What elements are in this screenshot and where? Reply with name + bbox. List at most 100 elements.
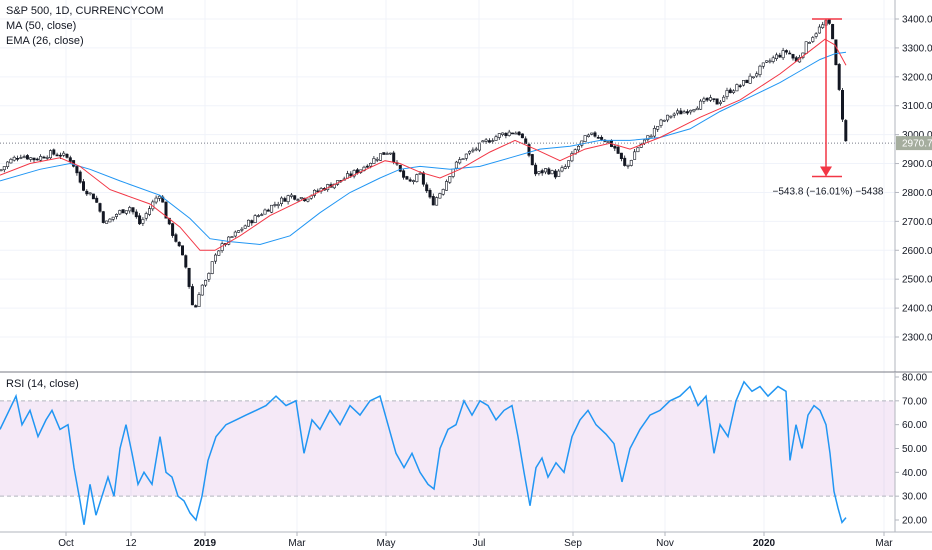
price-axis[interactable]: 3400.0 3300.0 3200.0 3100.0 3000.0 2900.0 2800… — [894, 0, 932, 372]
candle-body — [613, 145, 617, 149]
candle-body — [652, 128, 656, 137]
candle-body — [190, 286, 194, 306]
candle-body — [600, 136, 604, 140]
price-tick-label: 2900.0 — [902, 159, 932, 170]
rsi-tick-label: 40.00 — [902, 468, 927, 479]
symbol-title[interactable]: S&P 500, 1D, CURRENCYCOM — [6, 5, 164, 17]
candle-body — [606, 141, 610, 143]
price-pane[interactable]: −543.8 (−16.01%) −5438 — [0, 0, 895, 532]
candle-body — [718, 101, 722, 104]
candle-body — [497, 133, 501, 138]
candle-body — [732, 90, 736, 93]
candle-body — [586, 134, 590, 137]
time-tick-label: 2020 — [753, 538, 776, 549]
candle-body — [844, 120, 848, 142]
measure-arrowhead — [820, 166, 832, 177]
candle-body — [247, 219, 251, 227]
candle-body — [210, 261, 214, 274]
candle-body — [557, 170, 561, 177]
candle-body — [217, 250, 221, 256]
candle-body — [167, 217, 171, 225]
candle-body — [6, 161, 10, 167]
candle-body — [157, 195, 161, 199]
candle-body — [365, 165, 369, 168]
candle-body — [804, 41, 808, 54]
candle-body — [774, 54, 778, 59]
candle-body — [689, 109, 693, 113]
rsi-pane[interactable] — [0, 380, 895, 525]
candle-body — [567, 160, 571, 167]
candle-body — [45, 157, 49, 159]
measure-tool[interactable]: −543.8 (−16.01%) −5438 — [773, 18, 884, 198]
candle-body — [355, 169, 359, 174]
candle-body — [543, 168, 547, 173]
price-tick-label: 2500.0 — [902, 275, 932, 286]
candle-body — [138, 215, 142, 225]
candle-body — [101, 211, 105, 223]
time-tick-label: May — [377, 538, 396, 549]
candle-body — [29, 157, 33, 160]
price-grid — [0, 0, 895, 532]
candle-body — [517, 131, 521, 136]
ma-legend[interactable]: MA (50, close) — [6, 20, 77, 32]
candle-body — [227, 236, 231, 245]
candle-body — [547, 168, 551, 175]
candle-body — [477, 142, 481, 151]
candle-body — [352, 170, 356, 177]
candle-body — [411, 180, 415, 182]
candle-body — [124, 210, 128, 214]
candle-body — [619, 152, 623, 159]
candle-body — [428, 189, 432, 198]
candle-body — [791, 54, 795, 59]
candle-body — [286, 195, 290, 203]
candle-body — [402, 170, 406, 178]
candle-body — [375, 158, 379, 161]
candle-body — [388, 152, 392, 155]
candle-body — [514, 132, 518, 135]
rsi-title[interactable]: RSI (14, close) — [6, 378, 79, 390]
rsi-axis[interactable]: 80.00 70.00 60.00 50.00 40.00 30.00 20.00 — [894, 372, 927, 532]
candle-body — [761, 62, 765, 67]
candle-body — [293, 195, 297, 200]
candle-body — [748, 75, 752, 84]
ema-legend[interactable]: EMA (26, close) — [6, 35, 84, 47]
candle-body — [75, 166, 79, 174]
candle-body — [741, 80, 745, 86]
candle-body — [39, 156, 43, 161]
candle-body — [405, 176, 409, 180]
candle-body — [306, 198, 310, 202]
candle-body — [164, 201, 168, 219]
candle-body — [392, 152, 396, 163]
candle-body — [530, 154, 534, 166]
candle-body — [616, 146, 620, 154]
candle-body — [15, 158, 19, 160]
time-tick-label: 2019 — [194, 538, 217, 549]
candle-body — [299, 197, 303, 199]
candle-body — [260, 214, 264, 216]
candle-body — [121, 209, 125, 214]
candle-body — [501, 132, 505, 135]
candle-body — [629, 160, 633, 166]
candle-body — [560, 167, 564, 172]
candle-body — [118, 210, 122, 215]
time-tick-label: Oct — [58, 538, 74, 549]
candle-body — [230, 236, 234, 238]
candle-body — [200, 284, 204, 296]
price-tick-label: 3200.0 — [902, 72, 932, 83]
candle-body — [765, 60, 769, 63]
price-tick-labels: 3400.0 3300.0 3200.0 3100.0 3000.0 2900.0 2800… — [895, 15, 932, 344]
candle-body — [814, 33, 818, 37]
candle-body — [250, 220, 254, 224]
candle-body — [751, 76, 755, 79]
candle-body — [131, 207, 135, 213]
price-tick-label: 2700.0 — [902, 217, 932, 228]
candle-body — [312, 189, 316, 196]
candle-body — [662, 119, 666, 122]
candle-body — [692, 109, 696, 112]
time-axis[interactable]: Oct 12 2019 Mar May Jul Sep Nov 2020 Mar — [0, 531, 932, 549]
candle-body — [418, 172, 422, 175]
candle-body — [474, 148, 478, 151]
candle-body — [722, 96, 726, 102]
candle-body — [187, 267, 191, 287]
